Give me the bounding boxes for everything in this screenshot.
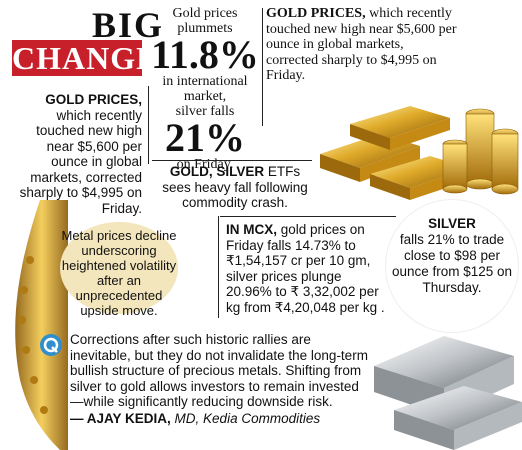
mcx-text: IN MCX, gold prices on Friday falls 14.7…	[226, 222, 390, 315]
headline-block: Gold prices plummets 11.8% in internatio…	[150, 6, 260, 172]
silver-circle: SILVER falls 21% to trade close to $98 p…	[386, 200, 518, 332]
quote-body: Corrections after such historic rallies …	[70, 332, 368, 409]
headline-line3: in international	[162, 74, 248, 89]
top-right-lead: GOLD PRICES,	[266, 6, 366, 21]
left-gold-body: which recently touched new high near $5,…	[19, 107, 142, 216]
etf-lead: GOLD, SILVER	[169, 164, 265, 179]
left-gold-text: GOLD PRICES, which recently touched new …	[10, 92, 142, 216]
divider-horizontal-mcx	[220, 216, 396, 217]
divider-vertical-left	[148, 86, 149, 164]
gold-necklace-image	[15, 200, 68, 450]
quote-role: MD, Kedia Commodities	[170, 410, 321, 426]
gold-bars-image	[320, 106, 519, 200]
silver-lead: SILVER	[428, 216, 476, 231]
mcx-lead: IN MCX,	[226, 222, 278, 237]
title-change-banner: CHANGE	[12, 40, 159, 76]
left-gold-lead: GOLD PRICES,	[45, 92, 142, 107]
etf-text: GOLD, SILVER ETFs sees heavy fall follow…	[160, 164, 310, 211]
title-big: BIG	[92, 5, 165, 45]
quote-author: — AJAY KEDIA,	[70, 410, 171, 426]
headline-line2: plummets	[177, 21, 233, 36]
divider-vertical-top	[262, 8, 263, 126]
etf-body: ETFs sees heavy fall following commodity…	[162, 164, 308, 210]
top-right-body: which recently touched new high near $5,…	[266, 6, 457, 83]
headline-gold-percent: 11.8%	[151, 32, 259, 77]
mcx-body: gold prices on Friday falls 14.73% to ₹1…	[226, 222, 385, 315]
volatility-bubble: Metal prices decline underscoring height…	[60, 222, 178, 318]
quote-block: Corrections after such historic rallies …	[70, 332, 370, 426]
bubble-text: Metal prices decline underscoring height…	[61, 228, 177, 318]
headline-line1: Gold prices	[172, 6, 238, 21]
quote-icon	[40, 334, 62, 356]
silver-body: falls 21% to trade close to $98 per ounc…	[391, 232, 513, 295]
divider-vertical-mcx	[218, 216, 219, 318]
divider-horizontal-mid	[152, 160, 312, 161]
top-right-text: GOLD PRICES, which recently touched new …	[266, 6, 458, 84]
silver-bars-image	[374, 336, 522, 450]
headline-silver-percent: 21%	[165, 115, 245, 160]
headline-line5: silver falls	[175, 104, 235, 119]
headline-line4: market,	[183, 89, 227, 104]
